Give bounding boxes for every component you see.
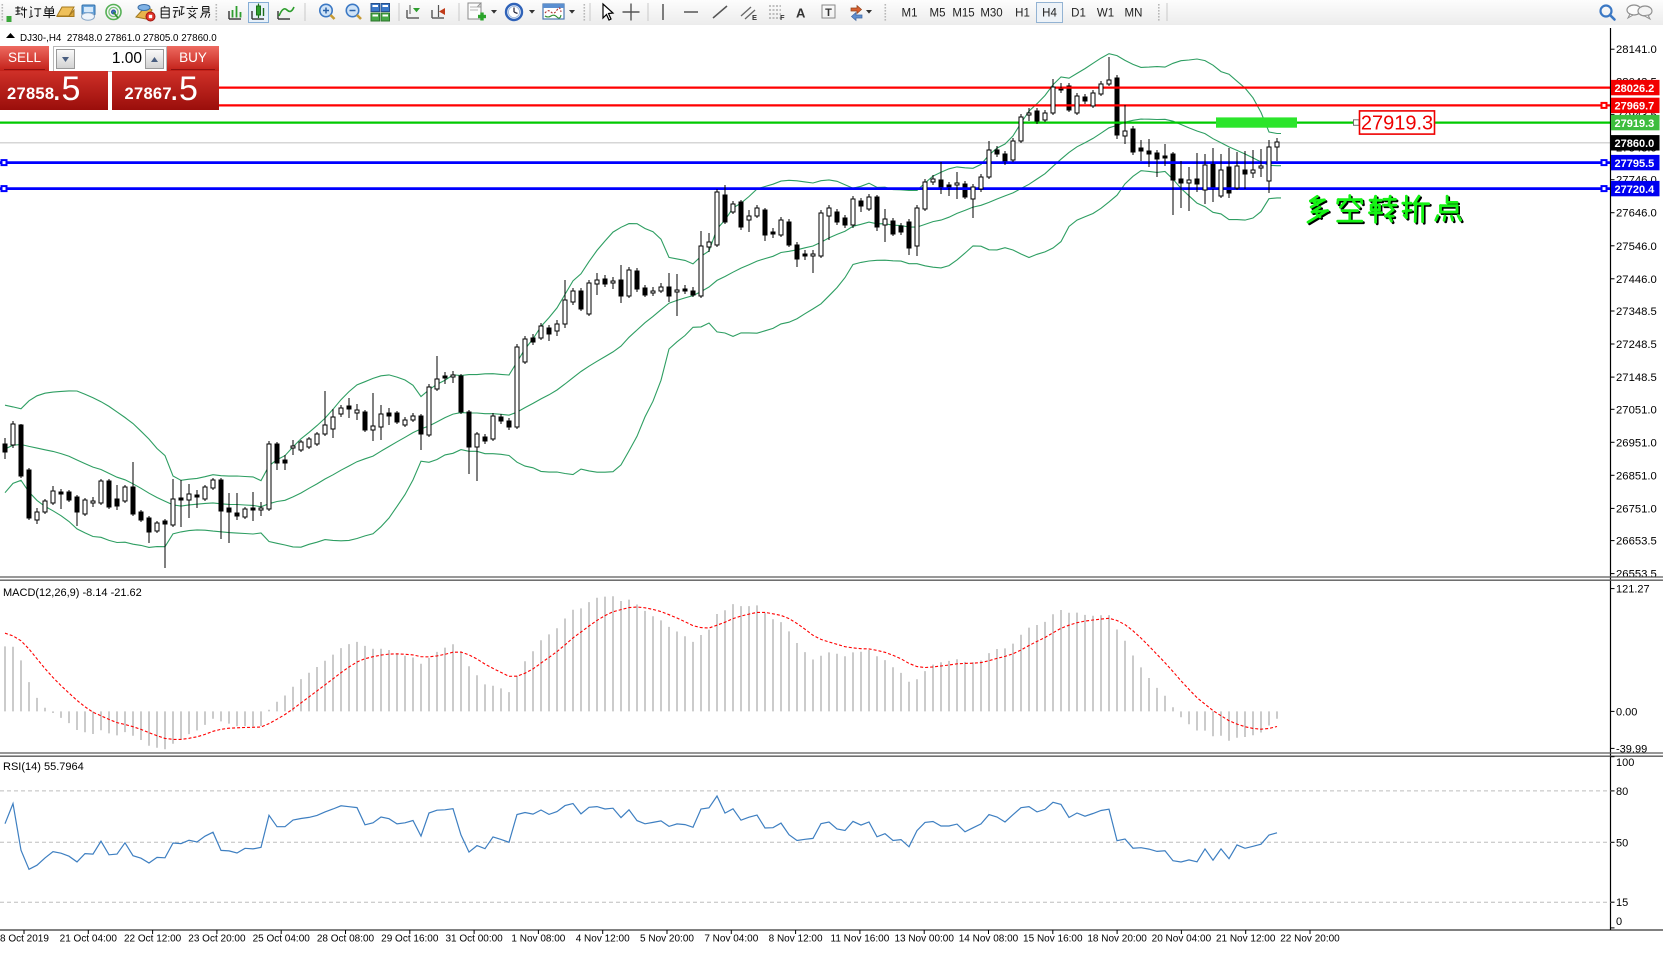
svg-text:-39.99: -39.99: [1616, 743, 1647, 755]
svg-text:1 Nov 08:00: 1 Nov 08:00: [511, 934, 565, 945]
svg-text:80: 80: [1616, 786, 1628, 798]
svg-text:27720.4: 27720.4: [1615, 184, 1656, 196]
svg-text:27248.5: 27248.5: [1616, 339, 1657, 351]
svg-text:22 Oct 12:00: 22 Oct 12:00: [124, 934, 182, 945]
svg-text:MN: MN: [1125, 8, 1143, 20]
svg-text:DJ30-,H4 27848.0 27861.0 2780: DJ30-,H4 27848.0 27861.0 27805.0 27860.0: [20, 33, 217, 44]
svg-text:21 Oct 04:00: 21 Oct 04:00: [60, 934, 118, 945]
svg-text:27795.5: 27795.5: [1615, 158, 1655, 170]
svg-text:13 Nov 00:00: 13 Nov 00:00: [894, 934, 954, 945]
svg-text:T: T: [825, 7, 832, 19]
svg-text:8 Oct 2019: 8 Oct 2019: [0, 934, 49, 945]
svg-text:RSI(14) 55.7964: RSI(14) 55.7964: [3, 761, 84, 773]
svg-text:26851.0: 26851.0: [1616, 470, 1657, 482]
svg-text:22 Nov 20:00: 22 Nov 20:00: [1280, 934, 1340, 945]
svg-text:26751.0: 26751.0: [1616, 503, 1657, 515]
svg-text:121.27: 121.27: [1616, 584, 1650, 596]
svg-text:29 Oct 16:00: 29 Oct 16:00: [381, 934, 439, 945]
svg-text:27860.0: 27860.0: [1615, 138, 1655, 150]
svg-text:M5: M5: [930, 8, 946, 20]
svg-text:15 Nov 16:00: 15 Nov 16:00: [1023, 934, 1083, 945]
svg-text:21 Nov 12:00: 21 Nov 12:00: [1216, 934, 1276, 945]
svg-text:F: F: [780, 13, 785, 22]
svg-text:28026.2: 28026.2: [1615, 83, 1655, 95]
svg-text:50: 50: [1616, 837, 1628, 849]
svg-text:E: E: [752, 13, 757, 22]
svg-text:20 Nov 04:00: 20 Nov 04:00: [1152, 934, 1212, 945]
svg-text:18 Nov 20:00: 18 Nov 20:00: [1087, 934, 1147, 945]
svg-text:100: 100: [1616, 757, 1634, 769]
svg-text:0.00: 0.00: [1616, 706, 1637, 718]
svg-text:4 Nov 12:00: 4 Nov 12:00: [576, 934, 630, 945]
svg-text:27646.0: 27646.0: [1616, 208, 1657, 220]
svg-text:23 Oct 20:00: 23 Oct 20:00: [188, 934, 246, 945]
svg-text:27969.7: 27969.7: [1615, 101, 1655, 113]
svg-text:D1: D1: [1071, 8, 1086, 20]
svg-text:27919.3: 27919.3: [1361, 112, 1433, 134]
svg-text:14 Nov 08:00: 14 Nov 08:00: [959, 934, 1019, 945]
svg-text:M1: M1: [902, 8, 918, 20]
svg-text:W1: W1: [1097, 8, 1114, 20]
svg-text:31 Oct 00:00: 31 Oct 00:00: [445, 934, 503, 945]
svg-text:7 Nov 04:00: 7 Nov 04:00: [704, 934, 758, 945]
svg-text:25 Oct 04:00: 25 Oct 04:00: [253, 934, 311, 945]
svg-text:26653.5: 26653.5: [1616, 536, 1657, 548]
svg-text:27919.3: 27919.3: [1615, 118, 1655, 130]
svg-text:28 Oct 08:00: 28 Oct 08:00: [317, 934, 375, 945]
svg-text:M15: M15: [952, 8, 974, 20]
svg-text:26553.5: 26553.5: [1616, 569, 1657, 581]
svg-text:H1: H1: [1015, 8, 1030, 20]
svg-text:28141.0: 28141.0: [1616, 44, 1657, 56]
svg-text:15: 15: [1616, 897, 1628, 909]
svg-text:11 Nov 16:00: 11 Nov 16:00: [831, 934, 890, 945]
svg-text:27546.0: 27546.0: [1616, 241, 1657, 253]
svg-text:8 Nov 12:00: 8 Nov 12:00: [769, 934, 823, 945]
svg-text:5 Nov 20:00: 5 Nov 20:00: [640, 934, 694, 945]
svg-text:26951.0: 26951.0: [1616, 437, 1657, 449]
svg-text:27051.0: 27051.0: [1616, 404, 1657, 416]
svg-text:0: 0: [1616, 916, 1622, 928]
svg-text:H4: H4: [1042, 8, 1057, 20]
svg-text:A: A: [796, 6, 806, 21]
svg-text:27148.5: 27148.5: [1616, 372, 1657, 384]
svg-text:M30: M30: [980, 8, 1002, 20]
svg-text:27446.0: 27446.0: [1616, 274, 1657, 286]
svg-text:MACD(12,26,9) -8.14 -21.62: MACD(12,26,9) -8.14 -21.62: [3, 587, 142, 599]
svg-text:27348.5: 27348.5: [1616, 306, 1657, 318]
